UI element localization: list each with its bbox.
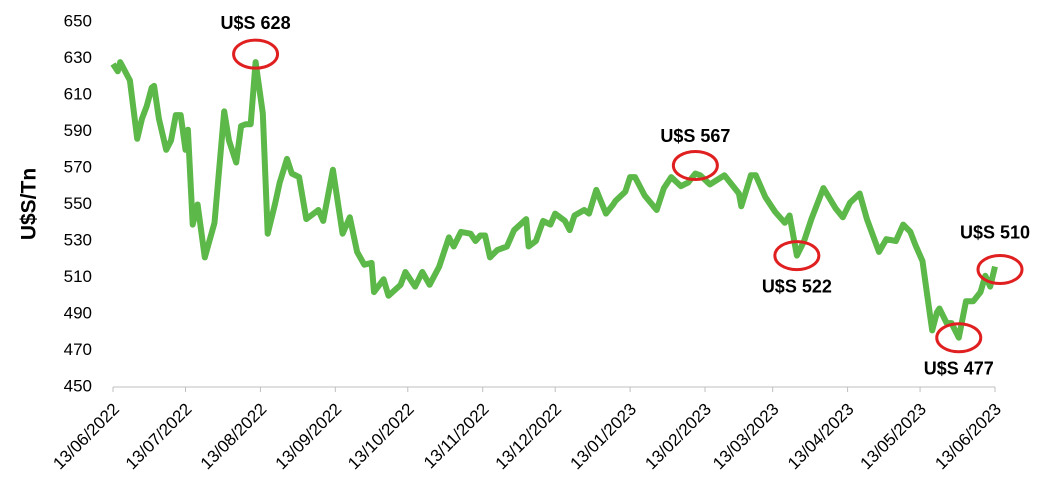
x-tick-label: 13/04/2023 bbox=[784, 400, 858, 474]
y-tick-label: 650 bbox=[64, 11, 92, 30]
x-tick-label: 13/12/2022 bbox=[492, 400, 566, 474]
x-tick-label: 13/05/2023 bbox=[856, 400, 930, 474]
y-tick-label: 450 bbox=[64, 376, 92, 395]
y-tick-label: 570 bbox=[64, 157, 92, 176]
x-tick-label: 13/01/2023 bbox=[567, 400, 641, 474]
y-tick-label: 630 bbox=[64, 48, 92, 67]
y-tick-label: 590 bbox=[64, 121, 92, 140]
y-tick-label: 490 bbox=[64, 303, 92, 322]
x-tick-label: 13/02/2023 bbox=[641, 400, 715, 474]
annotation-label: U$S 510 bbox=[960, 222, 1030, 242]
x-tick-label: 13/06/2022 bbox=[49, 400, 123, 474]
y-tick-label: 470 bbox=[64, 340, 92, 359]
annotation-circle bbox=[671, 149, 719, 181]
annotation-circle bbox=[232, 38, 280, 70]
x-tick-label: 13/08/2022 bbox=[197, 400, 271, 474]
y-tick-label: 610 bbox=[64, 84, 92, 103]
annotation-label: U$S 567 bbox=[660, 126, 730, 146]
x-tick-label: 13/07/2022 bbox=[122, 400, 196, 474]
x-tick-label: 13/11/2022 bbox=[420, 400, 493, 473]
y-axis-label: U$S/Tn bbox=[18, 168, 41, 240]
x-tick-label: 13/03/2023 bbox=[709, 400, 783, 474]
x-tick-label: 13/06/2023 bbox=[931, 400, 1005, 474]
series-line bbox=[110, 59, 998, 341]
annotation-label: U$S 628 bbox=[221, 13, 291, 33]
y-tick-label: 550 bbox=[64, 194, 92, 213]
annotation-circle bbox=[976, 254, 1024, 285]
x-tick-label: 13/10/2022 bbox=[344, 400, 418, 474]
annotation-circle bbox=[773, 240, 821, 272]
y-tick-label: 510 bbox=[64, 267, 92, 286]
x-tick-label: 13/09/2022 bbox=[272, 400, 346, 474]
annotation-circle bbox=[935, 322, 983, 354]
annotation-label: U$S 522 bbox=[762, 276, 832, 296]
annotation-label: U$S 477 bbox=[924, 358, 994, 378]
y-tick-label: 530 bbox=[64, 230, 92, 249]
